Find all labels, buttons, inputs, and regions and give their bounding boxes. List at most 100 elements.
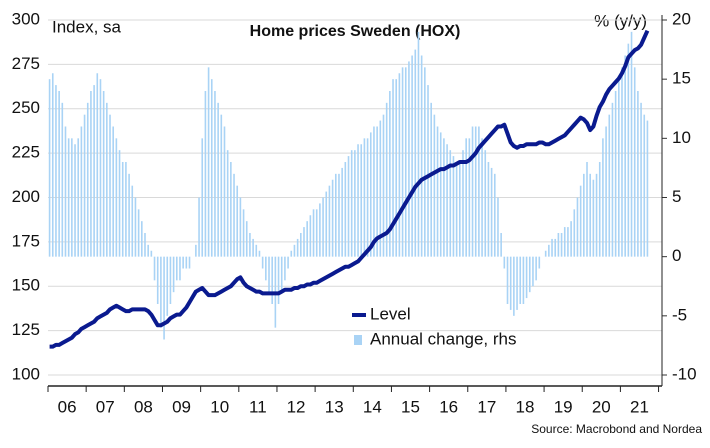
bar (519, 256, 522, 304)
bar (99, 79, 102, 257)
bar (570, 221, 572, 257)
bar (544, 250, 547, 257)
bar (411, 55, 413, 257)
bar (557, 233, 560, 257)
bar (118, 150, 121, 257)
bar (150, 250, 153, 257)
y2-tick-label: 15 (672, 69, 691, 88)
y-tick-label: 125 (12, 320, 40, 339)
bar (185, 256, 188, 269)
source: Source: Macrobond and Nordea (531, 422, 702, 436)
bar (325, 191, 328, 257)
bar (474, 126, 477, 257)
bar (471, 126, 474, 257)
bar (459, 162, 461, 257)
bar (86, 102, 89, 257)
bar (627, 43, 630, 257)
bar (602, 138, 604, 257)
bar (465, 138, 467, 257)
legend-swatch (354, 335, 362, 345)
y2-tick-label: 5 (672, 187, 681, 206)
bar (121, 162, 124, 257)
bar (293, 244, 296, 257)
bar (373, 126, 375, 257)
bar (516, 256, 518, 310)
bar (583, 173, 585, 257)
bar (207, 67, 210, 257)
bar (141, 221, 143, 257)
bar (67, 138, 70, 257)
bar (312, 209, 315, 257)
bar (376, 126, 378, 257)
bar (156, 256, 159, 304)
bar (331, 179, 334, 257)
x-tick-label: 13 (325, 397, 344, 416)
bar (640, 102, 642, 257)
bar (420, 55, 423, 257)
y2-tick-label: -5 (672, 305, 687, 324)
bar (220, 114, 223, 257)
x-tick-label: 21 (630, 397, 649, 416)
bar (217, 102, 219, 257)
bar (179, 256, 181, 281)
bar (449, 150, 452, 257)
bar (528, 256, 531, 293)
bar (567, 227, 569, 257)
bar (328, 185, 331, 257)
bar (115, 138, 118, 257)
bar (347, 156, 350, 257)
bar (478, 126, 480, 257)
y-tick-label: 225 (12, 143, 40, 162)
bar (125, 162, 127, 257)
bar (344, 162, 347, 257)
bar (309, 215, 312, 257)
bar (131, 185, 134, 257)
bar (513, 256, 515, 316)
bar (334, 173, 337, 257)
bar (341, 167, 343, 257)
bar (385, 102, 388, 257)
bar (252, 238, 254, 257)
bar (605, 126, 607, 257)
y2-tick-label: 10 (672, 128, 691, 147)
bar (443, 138, 445, 257)
x-tick-label: 06 (58, 397, 77, 416)
y-tick-label: 250 (12, 98, 40, 117)
bar (535, 256, 537, 281)
bar (624, 55, 626, 257)
legend-label: Level (370, 304, 411, 323)
bar (414, 49, 417, 257)
bar (258, 250, 261, 257)
bar (554, 238, 557, 257)
bar (633, 67, 636, 257)
bar (427, 85, 429, 257)
bar (389, 91, 391, 257)
bar (366, 138, 369, 257)
bar (646, 120, 649, 257)
bar (223, 126, 226, 257)
y-tick-label: 175 (12, 231, 40, 250)
bar (128, 173, 130, 257)
chart-title: Home prices Sweden (HOX) (250, 23, 461, 40)
bar (163, 256, 165, 340)
bar (395, 79, 398, 257)
bar (214, 91, 216, 257)
bar (210, 79, 213, 257)
x-tick-label: 20 (592, 397, 611, 416)
bar (608, 114, 611, 257)
bar (137, 209, 140, 257)
bar (195, 244, 197, 257)
y-tick-label: 100 (12, 364, 40, 383)
bar (497, 197, 499, 257)
bar (446, 144, 448, 257)
bar (319, 203, 321, 257)
x-tick-label: 14 (363, 397, 382, 416)
bar (245, 221, 248, 257)
bar (255, 244, 258, 257)
bar (417, 31, 420, 257)
bar (382, 114, 385, 257)
bar (532, 256, 534, 287)
bar (503, 256, 506, 269)
bar (93, 85, 95, 257)
y-tick-label: 300 (12, 9, 40, 28)
